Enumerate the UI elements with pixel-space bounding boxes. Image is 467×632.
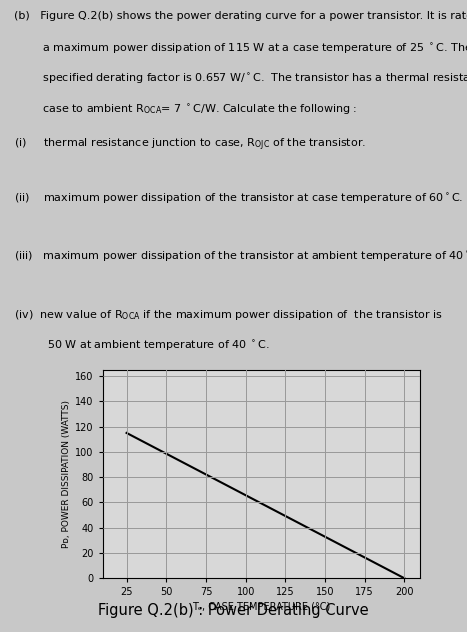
Text: 50 W at ambient temperature of 40 $^\circ$C.: 50 W at ambient temperature of 40 $^\cir… bbox=[47, 339, 269, 353]
Text: (i)     thermal resistance junction to case, R$_\mathrm{OJC}$ of the transistor.: (i) thermal resistance junction to case,… bbox=[14, 137, 366, 154]
Text: a maximum power dissipation of 115 W at a case temperature of 25 $^\circ$C. The: a maximum power dissipation of 115 W at … bbox=[14, 42, 467, 56]
Text: (b)   Figure Q.2(b) shows the power derating curve for a power transistor. It is: (b) Figure Q.2(b) shows the power derati… bbox=[14, 11, 467, 21]
Text: case to ambient R$_\mathrm{OCA}$= 7 $^\circ$C/W. Calculate the following :: case to ambient R$_\mathrm{OCA}$= 7 $^\c… bbox=[14, 102, 357, 117]
Text: (ii)    maximum power dissipation of the transistor at case temperature of 60$^\: (ii) maximum power dissipation of the tr… bbox=[14, 192, 463, 206]
Text: (iv)  new value of R$_\mathrm{OCA}$ if the maximum power dissipation of  the tra: (iv) new value of R$_\mathrm{OCA}$ if th… bbox=[14, 308, 443, 322]
Text: (iii)   maximum power dissipation of the transistor at ambient temperature of 40: (iii) maximum power dissipation of the t… bbox=[14, 250, 467, 264]
Y-axis label: Pᴅ, POWER DISSIPATION (WATTS): Pᴅ, POWER DISSIPATION (WATTS) bbox=[62, 400, 71, 548]
Text: Figure Q.2(b) : Power Derating Curve: Figure Q.2(b) : Power Derating Curve bbox=[98, 603, 369, 618]
Text: specified derating factor is 0.657 W/$^\circ$C.  The transistor has a thermal re: specified derating factor is 0.657 W/$^\… bbox=[14, 72, 467, 86]
X-axis label: Tₑ, CASE TEMPERATURE (°C): Tₑ, CASE TEMPERATURE (°C) bbox=[192, 602, 331, 612]
